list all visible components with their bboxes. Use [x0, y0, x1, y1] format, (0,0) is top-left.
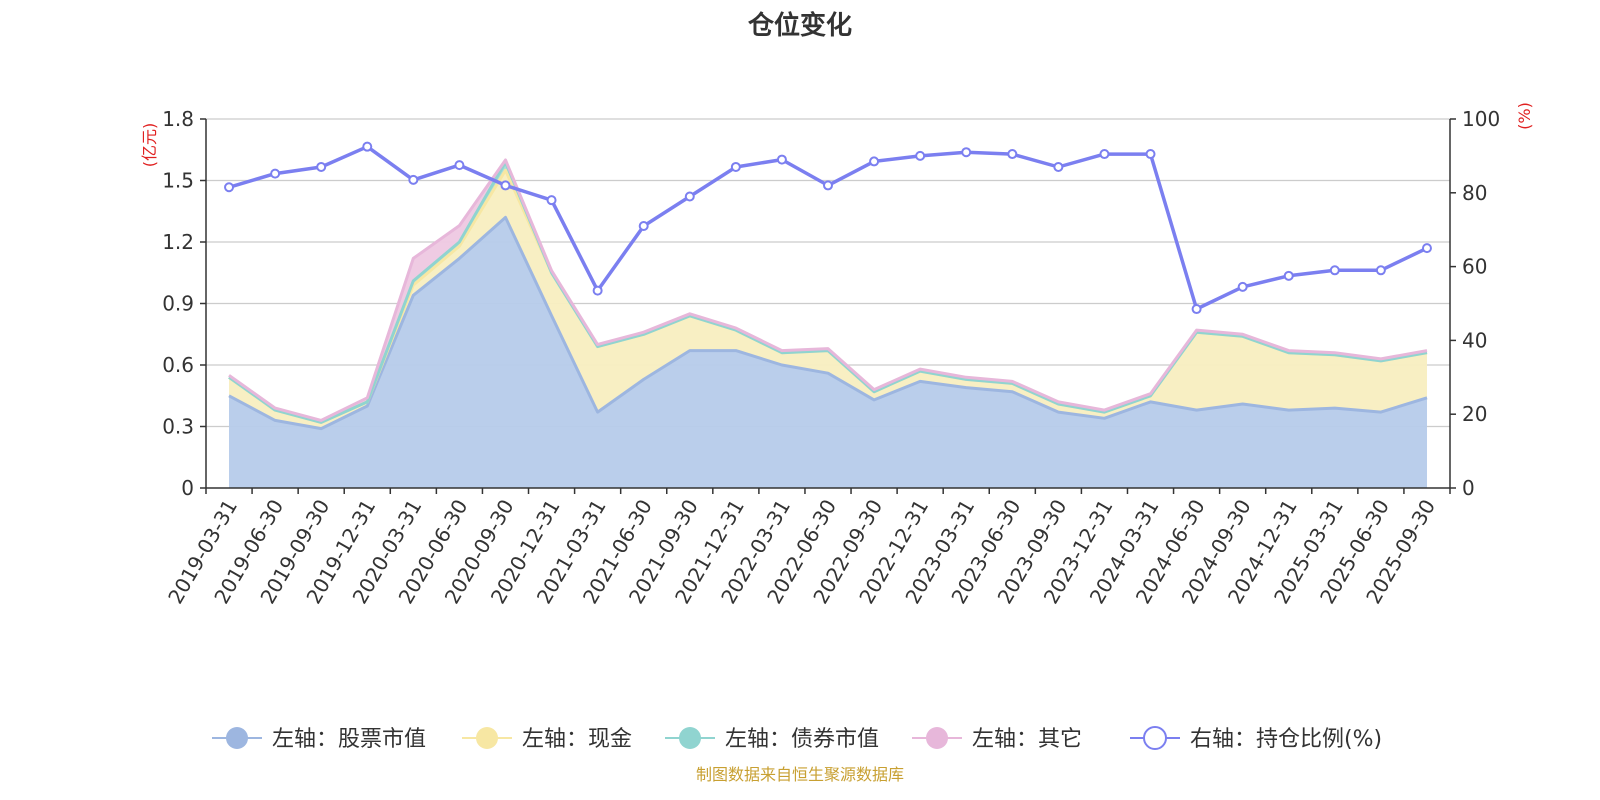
legend-label: 左轴：股票市值 — [272, 727, 426, 752]
ratio-point — [915, 150, 926, 161]
legend-item[interactable]: 左轴：其它 — [912, 727, 1082, 752]
ratio-point — [638, 221, 649, 232]
legend-label: 左轴：债券市值 — [725, 727, 879, 752]
legend-label: 左轴：其它 — [972, 727, 1082, 752]
legend-item[interactable]: 右轴：持仓比例(%) — [1130, 726, 1382, 752]
ratio-point — [1191, 304, 1202, 315]
left-tick-label: 1.2 — [162, 230, 194, 254]
chart-title: 仓位变化 — [747, 10, 852, 41]
ratio-point — [1237, 281, 1248, 292]
ratio-point — [1375, 265, 1386, 276]
ratio-point — [869, 156, 880, 167]
ratio-point — [823, 180, 833, 191]
ratio-point — [316, 161, 327, 172]
ratio-point — [224, 182, 235, 193]
legend[interactable]: 左轴：股票市值 左轴：现金 左轴：债券市值 左轴：其它 右轴：持仓比例(%) — [212, 726, 1382, 752]
area-line-左轴：其它 — [228, 158, 1428, 422]
right-axis-unit: (%) — [1515, 102, 1534, 130]
right-tick-label: 80 — [1462, 181, 1487, 205]
right-tick-label: 20 — [1462, 402, 1487, 426]
ratio-point — [546, 195, 557, 206]
right-tick-label: 100 — [1462, 107, 1500, 131]
ratio-point — [1099, 149, 1110, 160]
ratio-point — [408, 174, 419, 185]
right-tick-label: 0 — [1462, 476, 1475, 500]
area-line-左轴：股票市值 — [228, 215, 1428, 431]
left-tick-label: 0.9 — [162, 292, 194, 316]
legend-marker — [1143, 726, 1167, 750]
area-fill-左轴：股票市值 — [229, 217, 1427, 488]
ratio-point — [684, 191, 695, 202]
ratio-point — [362, 141, 373, 152]
ratio-point — [270, 168, 281, 179]
legend-marker — [226, 727, 248, 749]
legend-label: 左轴：现金 — [522, 727, 632, 752]
right-tick-label: 60 — [1462, 255, 1487, 279]
ratio-point — [592, 285, 603, 296]
right-tick-label: 40 — [1462, 328, 1487, 352]
legend-marker — [476, 727, 498, 749]
legend-item[interactable]: 左轴：债券市值 — [665, 727, 879, 752]
ratio-point — [1283, 270, 1294, 281]
left-tick-label: 0 — [181, 476, 194, 500]
ratio-point — [730, 161, 741, 172]
ratio-point — [1329, 265, 1340, 276]
ratio-point — [1421, 243, 1432, 254]
area-fill-左轴：现金 — [229, 170, 1427, 429]
ratio-line — [224, 141, 1432, 315]
legend-label: 右轴：持仓比例(%) — [1190, 727, 1382, 752]
left-tick-label: 0.6 — [162, 353, 194, 377]
ratio-point — [1007, 149, 1018, 160]
data-source-note: 制图数据来自恒生聚源数据库 — [696, 765, 904, 784]
ratio-point — [961, 147, 972, 158]
legend-marker — [926, 727, 948, 749]
legend-item[interactable]: 左轴：股票市值 — [212, 727, 426, 752]
left-tick-label: 0.3 — [162, 415, 194, 439]
ratio-point — [500, 180, 511, 191]
ratio-point — [1053, 161, 1064, 172]
left-tick-label: 1.5 — [162, 169, 194, 193]
ratio-point — [454, 160, 465, 171]
legend-marker — [679, 727, 701, 749]
ratio-point — [776, 154, 787, 165]
ratio-point — [1145, 149, 1156, 160]
left-tick-label: 1.8 — [162, 107, 194, 131]
legend-item[interactable]: 左轴：现金 — [462, 727, 632, 752]
left-axis-unit: (亿元) — [140, 123, 159, 168]
stacked-areas — [228, 158, 1428, 488]
